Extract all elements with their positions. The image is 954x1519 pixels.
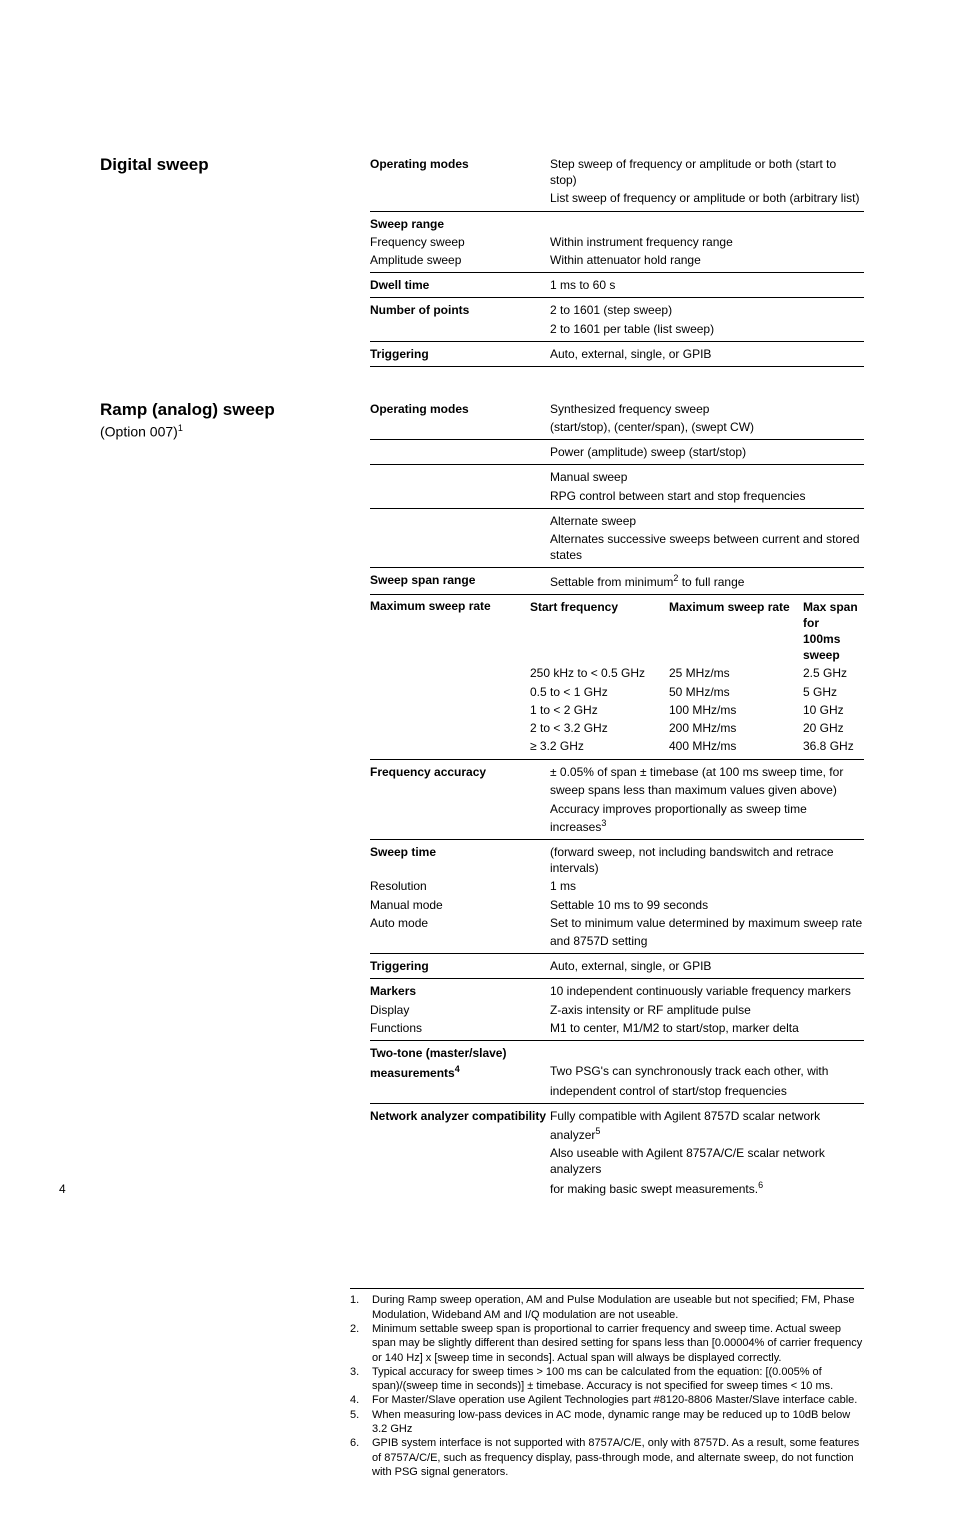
spec-value: sweep spans less than maximum values giv… [550, 781, 864, 799]
spec-label [370, 418, 550, 436]
spec-label: Display [370, 1001, 550, 1019]
spec-label [370, 1082, 550, 1100]
footnotes: 1.During Ramp sweep operation, AM and Pu… [350, 1288, 864, 1479]
spec-label [370, 1144, 550, 1178]
spec-label [370, 932, 550, 950]
col-start-freq: Start frequency [530, 598, 669, 665]
sweep-rate-row: 250 kHz to < 0.5 GHz25 MHz/ms2.5 GHz [530, 664, 864, 682]
spec-value: Synthesized frequency sweep [550, 400, 864, 418]
spec-label [370, 781, 550, 799]
spec-value: M1 to center, M1/M2 to start/stop, marke… [550, 1019, 864, 1037]
spec-value: Within instrument frequency range [550, 233, 864, 251]
sweep-rate-table: Start frequencyMaximum sweep rateMax spa… [530, 598, 864, 756]
sweep-span-value: Settable from minimum2 to full range [550, 571, 864, 591]
spec-value: 2 to 1601 (step sweep) [550, 301, 864, 319]
spec-value: independent control of start/stop freque… [550, 1082, 864, 1100]
section-subtitle-ramp: (Option 007)1 [100, 422, 350, 442]
spec-label: Functions [370, 1019, 550, 1037]
sweep-rate-row: 1 to < 2 GHz100 MHz/ms10 GHz [530, 701, 864, 719]
spec-label: Frequency sweep [370, 233, 550, 251]
spec-value: Auto, external, single, or GPIB [550, 345, 864, 363]
spec-label: Number of points [370, 301, 550, 319]
spec-value: RPG control between start and stop frequ… [550, 487, 864, 505]
spec-value: for making basic swept measurements.6 [550, 1178, 864, 1198]
spec-value: Alternate sweep [550, 512, 864, 530]
spec-label: Frequency accuracy [370, 763, 550, 781]
spec-value: Within attenuator hold range [550, 251, 864, 269]
spec-value: Z-axis intensity or RF amplitude pulse [550, 1001, 864, 1019]
footnote: 4.For Master/Slave operation use Agilent… [350, 1393, 864, 1407]
footnote: 5.When measuring low-pass devices in AC … [350, 1408, 864, 1437]
spec-label: Operating modes [370, 155, 550, 189]
spec-label: Network analyzer compatibility [370, 1107, 550, 1143]
footnote: 1.During Ramp sweep operation, AM and Pu… [350, 1293, 864, 1322]
spec-value: (forward sweep, not including bandswitch… [550, 843, 864, 877]
page-number: 4 [59, 1181, 66, 1197]
spec-label [370, 487, 550, 505]
spec-value: Set to minimum value determined by maxim… [550, 914, 864, 932]
section-title-digital: Digital sweep [100, 155, 350, 175]
spec-value: Accuracy improves proportionally as swee… [550, 800, 864, 836]
spec-label [370, 320, 550, 338]
spec-label: Resolution [370, 877, 550, 895]
ramp-content: Operating modesSynthesized frequency swe… [370, 400, 864, 1199]
spec-label: measurements4 [370, 1062, 550, 1082]
spec-label [370, 530, 550, 564]
spec-label: Auto mode [370, 914, 550, 932]
spec-value: Also useable with Agilent 8757A/C/E scal… [550, 1144, 864, 1178]
footnote: 2.Minimum settable sweep span is proport… [350, 1322, 864, 1365]
spec-label: Sweep range [370, 215, 550, 233]
spec-value: Fully compatible with Agilent 8757D scal… [550, 1107, 864, 1143]
spec-value: Manual sweep [550, 468, 864, 486]
sweep-rate-row: ≥ 3.2 GHz400 MHz/ms36.8 GHz [530, 737, 864, 755]
spec-value [550, 215, 864, 233]
spec-value: Power (amplitude) sweep (start/stop) [550, 443, 864, 461]
spec-value: Auto, external, single, or GPIB [550, 957, 864, 975]
spec-label [370, 443, 550, 461]
spec-label: Amplitude sweep [370, 251, 550, 269]
spec-label [370, 468, 550, 486]
max-rate-label: Maximum sweep rate [370, 597, 530, 757]
spec-label: Triggering [370, 957, 550, 975]
spec-label [370, 512, 550, 530]
col-max-rate: Maximum sweep rate [669, 598, 803, 665]
spec-label [370, 189, 550, 207]
sweep-span-label: Sweep span range [370, 571, 550, 591]
spec-label: Dwell time [370, 276, 550, 294]
spec-value: Two PSG's can synchronously track each o… [550, 1062, 864, 1082]
spec-label: Two-tone (master/slave) [370, 1044, 550, 1062]
spec-label: Sweep time [370, 843, 550, 877]
spec-value: Settable 10 ms to 99 seconds [550, 896, 864, 914]
spec-value: 1 ms [550, 877, 864, 895]
spec-value: List sweep of frequency or amplitude or … [550, 189, 864, 207]
digital-content: Operating modesStep sweep of frequency o… [370, 155, 864, 370]
spec-value: 10 independent continuously variable fre… [550, 982, 864, 1000]
spec-label: Operating modes [370, 400, 550, 418]
spec-value: and 8757D setting [550, 932, 864, 950]
spec-value: 2 to 1601 per table (list sweep) [550, 320, 864, 338]
spec-label: Manual mode [370, 896, 550, 914]
col-max-span: Max span for100ms sweep [803, 598, 864, 665]
spec-value: ± 0.05% of span ± timebase (at 100 ms sw… [550, 763, 864, 781]
spec-label [370, 800, 550, 836]
spec-value: Alternates successive sweeps between cur… [550, 530, 864, 564]
spec-label: Triggering [370, 345, 550, 363]
spec-value [550, 1044, 864, 1062]
spec-value: (start/stop), (center/span), (swept CW) [550, 418, 864, 436]
spec-value: Step sweep of frequency or amplitude or … [550, 155, 864, 189]
footnote: 6.GPIB system interface is not supported… [350, 1436, 864, 1479]
spec-label: Markers [370, 982, 550, 1000]
sweep-rate-row: 2 to < 3.2 GHz200 MHz/ms20 GHz [530, 719, 864, 737]
footnote: 3.Typical accuracy for sweep times > 100… [350, 1365, 864, 1394]
spec-label [370, 1178, 550, 1198]
sweep-rate-row: 0.5 to < 1 GHz50 MHz/ms5 GHz [530, 683, 864, 701]
spec-value: 1 ms to 60 s [550, 276, 864, 294]
section-title-ramp: Ramp (analog) sweep [100, 400, 350, 420]
